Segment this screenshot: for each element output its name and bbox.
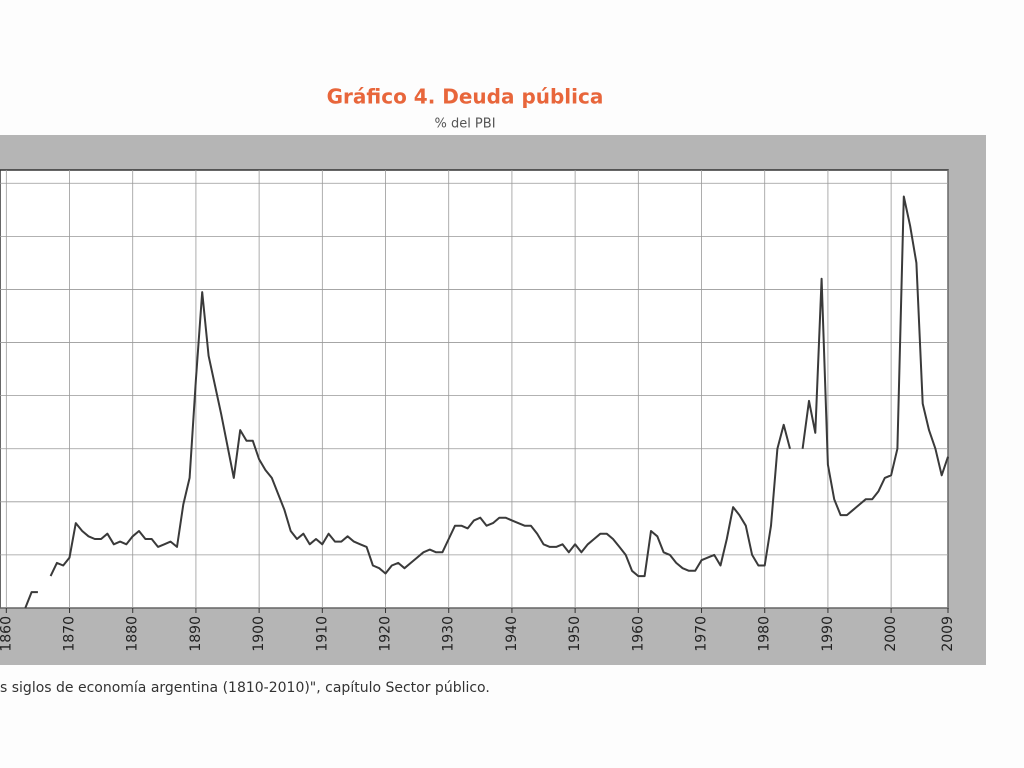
x-tick-label: 2009 [940,616,956,652]
data-line [24,195,949,609]
x-tick-label: 1920 [378,616,394,652]
x-tick-label: 1940 [504,616,520,652]
x-tick-label: 2000 [883,616,899,652]
x-tick-label: 1870 [62,616,78,652]
grid: 1860 1870 1880 1890 1900 1910 1920 1930 1940 1950… [0,170,956,652]
plot-area [0,169,949,609]
x-tick-label: 1890 [188,616,204,652]
x-tick-label: 1910 [314,616,330,652]
x-tick-label: 1930 [441,616,457,652]
chart-subtitle: % del PBI [434,117,495,132]
source-note: s siglos de economía argentina (1810-201… [0,680,490,696]
x-tick-label: 1880 [125,616,141,652]
x-tick-label: 1970 [694,616,710,652]
x-tick-label: 1950 [567,616,583,652]
x-tick-label: 1900 [251,616,267,652]
x-tick-label: 1980 [757,616,773,652]
chart-title: Gráfico 4. Deuda pública [327,85,604,109]
marks [24,195,949,609]
x-tick-label: 1990 [820,616,836,652]
x-tick-label: 1960 [630,616,646,652]
x-tick-label: 1860 [0,616,14,652]
